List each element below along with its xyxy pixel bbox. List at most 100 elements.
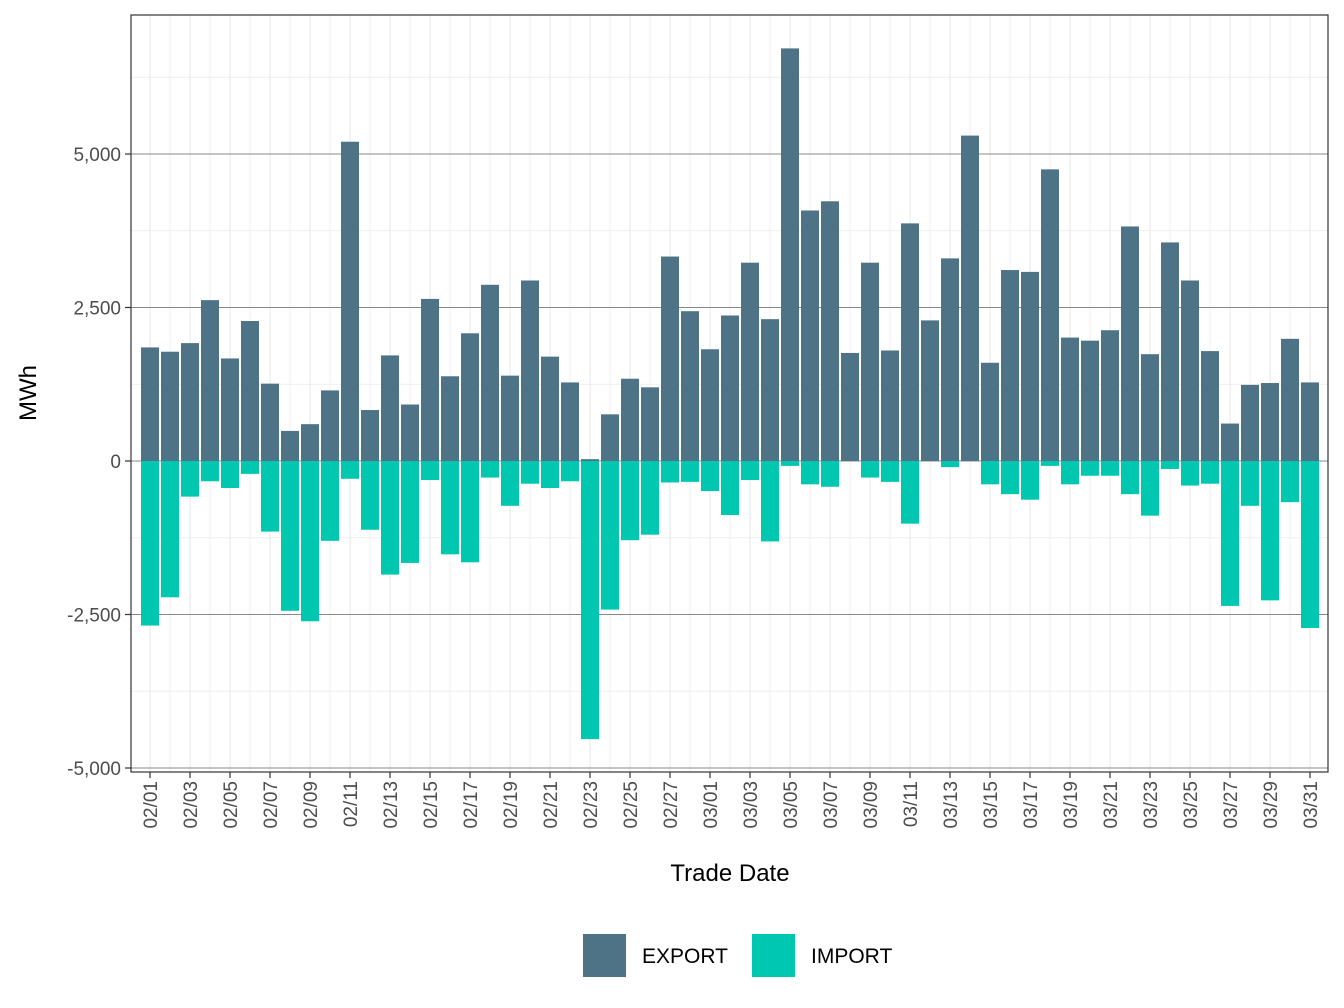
bar-import <box>781 461 799 466</box>
bar-import <box>561 461 579 482</box>
bar-import <box>261 461 279 532</box>
bar-import <box>941 461 959 468</box>
bar-export <box>961 135 979 461</box>
bar-export <box>421 298 439 461</box>
bar-export <box>681 311 699 461</box>
x-tick-label: 03/21 <box>1101 781 1122 829</box>
bar-import <box>501 461 519 506</box>
bar-export <box>801 210 819 461</box>
bar-export <box>1181 280 1199 461</box>
x-tick-label: 02/17 <box>461 781 482 829</box>
x-tick-label: 03/11 <box>901 781 922 827</box>
bar-import <box>1081 461 1099 476</box>
x-tick-label: 02/09 <box>301 781 322 829</box>
legend-label-import: IMPORT <box>811 945 892 968</box>
bar-import <box>1181 461 1199 486</box>
bar-import <box>521 461 539 484</box>
bar-export <box>261 383 279 461</box>
bar-export <box>1041 169 1059 461</box>
x-tick-label: 02/23 <box>581 781 602 829</box>
bar-export <box>641 387 659 461</box>
bar-import <box>1141 461 1159 516</box>
bar-export <box>541 356 559 461</box>
x-axis: 02/01 02/03 02/05 02/07 02/09 02/11 02/13 02/15… <box>141 772 1322 829</box>
bar-export <box>921 320 939 461</box>
bar-import <box>581 461 599 740</box>
bar-export <box>881 350 899 461</box>
bar-import <box>1301 461 1319 629</box>
bar-export <box>241 321 259 461</box>
bar-import <box>981 461 999 485</box>
bar-export <box>141 347 159 461</box>
bar-import <box>821 461 839 487</box>
x-tick-label: 02/13 <box>381 781 402 829</box>
bar-export <box>521 280 539 461</box>
bar-import <box>181 461 199 497</box>
bar-export <box>201 300 219 461</box>
bar-export <box>581 459 599 461</box>
x-tick-label: 02/27 <box>661 781 682 829</box>
bar-export <box>901 223 919 461</box>
bar-import <box>481 461 499 478</box>
x-tick-label: 03/01 <box>701 781 722 829</box>
x-tick-label: 02/15 <box>421 781 442 829</box>
x-tick-label: 02/01 <box>141 781 162 829</box>
bar-export <box>861 262 879 461</box>
x-tick-label: 03/15 <box>981 781 1002 829</box>
bar-import <box>361 461 379 530</box>
bar-import <box>741 461 759 481</box>
x-tick-label: 03/03 <box>741 781 762 829</box>
bar-import <box>661 461 679 483</box>
bar-import <box>901 461 919 524</box>
bar-export <box>621 378 639 461</box>
y-axis-title: MWh <box>15 365 42 421</box>
bar-import <box>541 461 559 489</box>
bar-export <box>1021 271 1039 461</box>
y-tick-label: -2,500 <box>67 606 121 627</box>
bar-import <box>721 461 739 516</box>
x-tick-label: 03/29 <box>1261 781 1282 829</box>
bar-import <box>1201 461 1219 484</box>
bar-export <box>1001 270 1019 461</box>
x-tick-label: 02/25 <box>621 781 642 829</box>
legend-key-import <box>752 934 795 977</box>
bar-import <box>421 461 439 481</box>
bar-import <box>1121 461 1139 495</box>
bar-import <box>621 461 639 541</box>
bar-export <box>1221 423 1239 461</box>
x-axis-title: Trade Date <box>670 860 789 887</box>
bar-import <box>861 461 879 478</box>
x-tick-label: 03/25 <box>1181 781 1202 829</box>
y-axis: -5,000 -2,500 0 2,500 5,000 <box>67 145 131 780</box>
bar-import <box>381 461 399 575</box>
x-tick-label: 02/11 <box>341 781 362 827</box>
bar-export <box>1201 351 1219 461</box>
bar-export <box>741 262 759 461</box>
bar-import <box>1161 461 1179 469</box>
bar-import <box>1101 461 1119 476</box>
bar-export <box>721 315 739 461</box>
bar-export <box>1121 226 1139 461</box>
bar-export <box>781 48 799 461</box>
bar-export <box>821 201 839 461</box>
bar-export <box>481 284 499 461</box>
bar-export <box>321 390 339 461</box>
x-tick-label: 03/27 <box>1221 781 1242 829</box>
panel-border <box>130 14 1329 773</box>
x-tick-label: 03/09 <box>861 781 882 829</box>
bar-import <box>441 461 459 555</box>
bar-export <box>301 424 319 461</box>
bar-export <box>761 319 779 461</box>
bar-import <box>281 461 299 611</box>
bar-export <box>1281 338 1299 461</box>
bar-import <box>1021 461 1039 500</box>
bar-import <box>221 461 239 489</box>
bar-import <box>641 461 659 535</box>
bar-export <box>1101 330 1119 461</box>
bar-import <box>601 461 619 610</box>
bar-import <box>401 461 419 563</box>
y-tick-label: -5,000 <box>67 759 121 780</box>
bar-export <box>841 352 859 461</box>
bar-import <box>161 461 179 598</box>
bar-import <box>1001 461 1019 495</box>
